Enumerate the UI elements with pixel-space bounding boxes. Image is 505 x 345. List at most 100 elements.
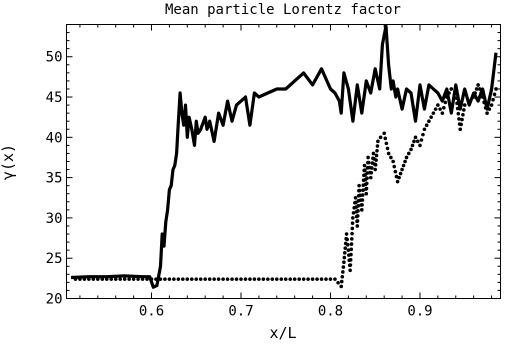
data-point bbox=[104, 277, 109, 281]
data-point bbox=[378, 135, 383, 140]
plot-frame bbox=[66, 24, 501, 299]
data-point bbox=[348, 268, 352, 273]
data-point bbox=[283, 277, 288, 281]
data-point bbox=[274, 277, 279, 281]
data-point bbox=[333, 277, 337, 281]
data-point bbox=[489, 103, 494, 107]
data-point bbox=[96, 277, 100, 281]
data-point bbox=[131, 277, 136, 281]
data-point bbox=[368, 175, 373, 180]
data-point bbox=[149, 277, 154, 281]
data-point bbox=[364, 191, 369, 196]
data-point bbox=[440, 111, 445, 115]
data-point bbox=[494, 87, 498, 91]
data-point bbox=[449, 87, 454, 91]
data-point bbox=[375, 148, 379, 153]
y-tick-label: 45 bbox=[46, 90, 63, 106]
data-point bbox=[181, 277, 185, 281]
x-tick-label: 0.6 bbox=[139, 304, 164, 320]
data-point bbox=[216, 277, 221, 281]
data-point bbox=[163, 277, 167, 281]
data-point bbox=[359, 208, 364, 212]
data-point bbox=[350, 231, 354, 236]
data-point bbox=[339, 284, 344, 289]
data-point bbox=[336, 280, 340, 285]
data-point bbox=[140, 277, 145, 281]
series-layer bbox=[70, 24, 498, 289]
data-point bbox=[374, 153, 379, 158]
data-point bbox=[442, 105, 446, 110]
data-point bbox=[341, 270, 345, 274]
y-axis-label: γ(x) bbox=[0, 144, 17, 180]
data-point bbox=[354, 200, 358, 205]
data-point bbox=[342, 255, 347, 260]
chart-title: Mean particle Lorentz factor bbox=[165, 2, 401, 18]
data-point bbox=[351, 211, 356, 215]
data-point bbox=[419, 138, 424, 142]
solid-series-line bbox=[70, 24, 498, 289]
data-point bbox=[340, 274, 345, 279]
data-point bbox=[400, 167, 404, 172]
data-point bbox=[471, 95, 476, 99]
data-point bbox=[361, 188, 365, 192]
data-point bbox=[397, 175, 401, 180]
data-point bbox=[364, 186, 369, 191]
data-point bbox=[355, 224, 360, 228]
data-point bbox=[230, 277, 234, 281]
data-point bbox=[221, 277, 225, 281]
data-point bbox=[360, 198, 365, 202]
data-point bbox=[443, 100, 448, 105]
data-point bbox=[389, 155, 393, 160]
data-point bbox=[315, 277, 319, 281]
data-point bbox=[393, 169, 398, 174]
data-point bbox=[485, 111, 489, 115]
data-point bbox=[310, 277, 315, 281]
y-tick-label: 20 bbox=[46, 292, 63, 308]
data-point bbox=[369, 170, 374, 175]
data-point bbox=[122, 277, 127, 281]
data-point bbox=[301, 277, 306, 281]
data-point bbox=[350, 221, 355, 225]
data-point bbox=[421, 132, 425, 137]
data-point bbox=[436, 103, 440, 107]
data-point bbox=[324, 277, 328, 281]
data-point bbox=[136, 277, 140, 281]
data-point bbox=[460, 117, 464, 122]
data-point bbox=[145, 277, 149, 281]
data-point bbox=[360, 193, 365, 197]
data-point bbox=[339, 279, 344, 284]
data-point bbox=[349, 247, 354, 252]
data-point bbox=[279, 277, 284, 281]
data-point bbox=[194, 277, 199, 281]
data-point bbox=[292, 277, 297, 281]
data-point bbox=[257, 277, 261, 281]
data-point bbox=[438, 107, 442, 111]
y-tick-label: 25 bbox=[46, 251, 63, 267]
y-tick-label: 35 bbox=[46, 171, 63, 187]
data-point bbox=[127, 277, 131, 281]
data-point bbox=[483, 105, 488, 110]
data-point bbox=[406, 151, 411, 156]
data-point bbox=[349, 252, 353, 257]
data-point bbox=[113, 277, 118, 281]
data-point bbox=[73, 277, 78, 281]
y-tick-label: 40 bbox=[46, 130, 63, 146]
data-point bbox=[87, 277, 91, 281]
data-point bbox=[382, 131, 386, 136]
x-axis-ticks: 0.6 0.7 0.8 0.9 bbox=[79, 24, 493, 320]
data-point bbox=[78, 277, 82, 281]
data-point bbox=[343, 246, 348, 250]
data-point bbox=[401, 163, 406, 168]
data-point bbox=[118, 277, 122, 281]
data-point bbox=[455, 106, 460, 111]
data-point bbox=[252, 277, 257, 281]
data-point bbox=[342, 260, 346, 265]
data-point bbox=[344, 232, 349, 236]
data-point bbox=[373, 167, 378, 172]
data-point bbox=[461, 112, 465, 117]
data-point bbox=[474, 87, 479, 91]
data-point bbox=[476, 83, 480, 87]
data-point bbox=[345, 237, 349, 242]
data-point bbox=[270, 277, 275, 281]
data-point bbox=[371, 151, 376, 156]
